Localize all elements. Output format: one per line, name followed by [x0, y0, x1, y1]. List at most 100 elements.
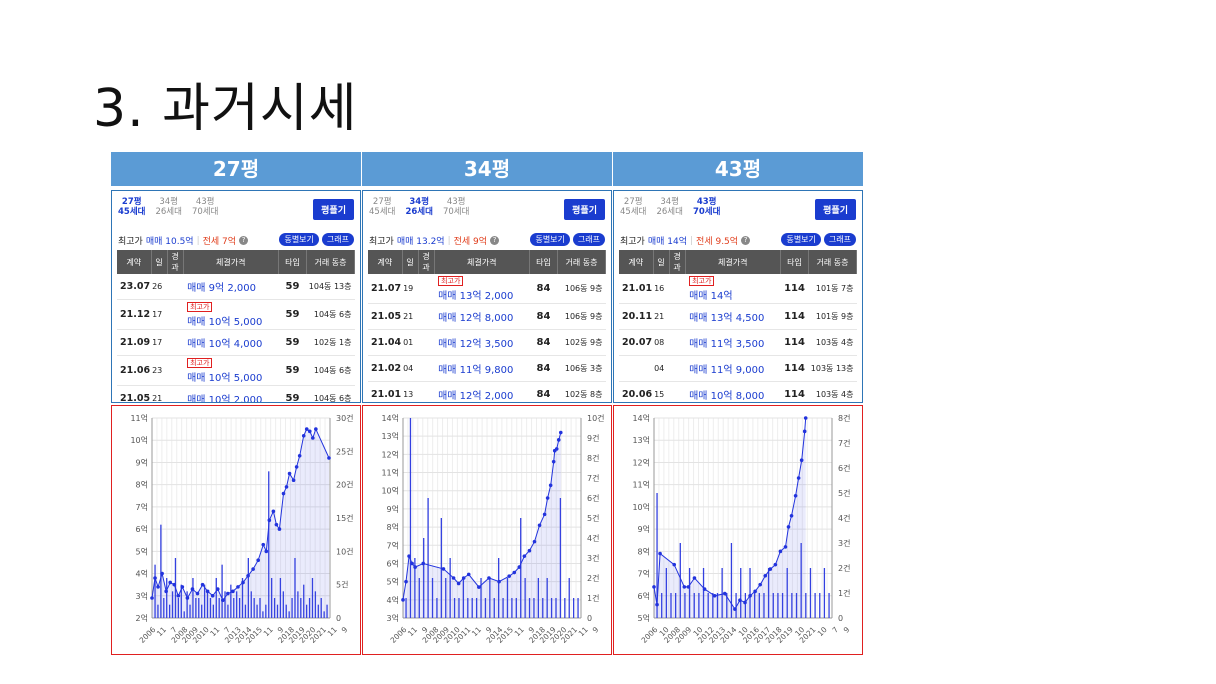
table-row[interactable]: 21.05 21 매매 10억 2,000 59 104동 6층 [117, 385, 355, 402]
price-point [241, 580, 245, 585]
contract-month: 20.07 [619, 329, 654, 356]
graph-button[interactable]: 그래프 [321, 233, 354, 246]
y-left-tick: 7억 [136, 502, 148, 512]
y-right-tick: 2건 [587, 573, 599, 583]
dong-floor-cell: 102동 9층 [557, 329, 606, 356]
x-tick: 9 [484, 625, 494, 635]
table-row[interactable]: 21.07 19 최고가 매매 13억 2,000 84 106동 9층 [368, 274, 606, 304]
y-left-tick: 5억 [638, 613, 650, 623]
view-buttons: 동별보기 그래프 [279, 233, 354, 246]
size-tab[interactable]: 34평 26세대 [656, 197, 682, 217]
help-icon[interactable]: ? [239, 236, 249, 245]
size-tab[interactable]: 27평 45세대 [620, 197, 646, 217]
size-tab[interactable]: 34평 26세대 [405, 197, 432, 217]
view-buttons: 동별보기 그래프 [781, 233, 856, 246]
volume-bar [726, 593, 728, 618]
price-point [786, 525, 791, 529]
size-tab[interactable]: 27평 45세대 [118, 197, 145, 217]
price-point [220, 598, 225, 603]
size-tabs: 27평 45세대 34평 26세대 43평 70세대 [118, 197, 218, 217]
size-tab[interactable]: 27평 45세대 [369, 197, 395, 217]
table-row[interactable]: 04 매매 11억 9,000 114 103동 13층 [619, 355, 857, 382]
table-row[interactable]: 23.07 26 매매 9억 2,000 59 104동 13층 [117, 274, 355, 300]
price-value: 매매 11억 9,800 [438, 365, 514, 376]
y-right-tick: 0 [587, 614, 592, 623]
volume-bar [276, 604, 279, 618]
table-row[interactable]: 21.02 04 매매 11억 9,800 84 106동 3층 [368, 355, 606, 382]
price-value: 매매 10억 8,000 [689, 391, 765, 402]
graph-button[interactable]: 그래프 [823, 233, 856, 246]
x-tick: 9 [842, 625, 852, 635]
size-tab-units: 26세대 [405, 207, 433, 217]
graph-button[interactable]: 그래프 [572, 233, 605, 246]
table-row[interactable]: 21.06 23 최고가 매매 10억 5,000 59 104동 6층 [117, 355, 355, 386]
size-tabs: 27평 45세대 34평 26세대 43평 70세대 [369, 197, 469, 217]
help-icon[interactable]: ? [741, 236, 751, 245]
elapsed-cell [669, 355, 686, 382]
table-row[interactable]: 21.01 13 매매 12억 2,000 84 102동 8층 [368, 381, 606, 402]
pyeong-button[interactable]: 평플기 [564, 199, 605, 220]
volume-bar [247, 558, 249, 618]
volume-bar [288, 611, 290, 618]
contract-month: 21.02 [368, 355, 403, 382]
table-header-row: 계약 일 경과 체결가격 타입 거래 동층 [117, 250, 355, 274]
table-header-row: 계약 일 경과 체결가격 타입 거래 동층 [619, 250, 857, 274]
table-row[interactable]: 21.12 17 최고가 매매 10억 5,000 59 104동 6층 [117, 299, 355, 330]
y-left-tick: 9억 [387, 504, 399, 514]
volume-bar [814, 593, 816, 618]
y-right-tick: 6건 [587, 493, 599, 503]
price-chart-svg: 5억 6억 7억 8억 9억 10억 11억 12억 13억 14억 0 1건 2건 3건 4건 5건 6건 7건… [632, 413, 852, 645]
price-point [284, 485, 289, 489]
contract-month: 20.06 [619, 381, 654, 402]
volume-bar [763, 593, 765, 618]
max-jeonse: 전세 9.5억 [696, 237, 739, 247]
size-tab[interactable]: 34평 26세대 [155, 197, 181, 217]
price-point [522, 554, 527, 558]
pyeong-button[interactable]: 평플기 [313, 199, 354, 220]
table-row[interactable]: 20.06 15 매매 10억 8,000 114 103동 4층 [619, 381, 857, 402]
max-sale: 매매 13.2억 [396, 237, 445, 247]
price-cell: 최고가 매매 14억 [685, 274, 781, 304]
contract-day: 19 [402, 274, 419, 304]
elapsed-cell [669, 329, 686, 356]
volume-bar [721, 568, 723, 618]
volume-bar [206, 591, 209, 618]
contract-day: 23 [151, 355, 168, 386]
dong-view-button[interactable]: 동별보기 [781, 233, 821, 246]
volume-bar [183, 611, 185, 618]
y-right-tick: 5건 [838, 488, 850, 498]
table-row[interactable]: 21.05 21 매매 12억 8,000 84 106동 9층 [368, 303, 606, 330]
price-point [231, 589, 235, 594]
price-point [327, 456, 331, 460]
type-cell: 114 [780, 274, 809, 304]
price-chart-svg: 3억 4억 5억 6억 7억 8억 9억 10억 11억 12억 13억 14억 0 1건 2건 3건 4건 5건… [381, 413, 604, 645]
x-tick: 2006 [389, 625, 409, 645]
table-row[interactable]: 20.07 08 매매 11억 3,500 114 103동 4층 [619, 329, 857, 356]
size-tab-label: 34평 [409, 197, 430, 207]
dong-view-button[interactable]: 동별보기 [530, 233, 570, 246]
size-tab[interactable]: 43평 70세대 [693, 197, 720, 217]
volume-bar [157, 604, 159, 618]
price-point [686, 585, 691, 589]
volume-bar [303, 584, 305, 618]
dong-floor-cell: 102동 1층 [306, 329, 355, 356]
dong-view-button[interactable]: 동별보기 [279, 233, 319, 246]
pyeong-button[interactable]: 평플기 [815, 199, 856, 220]
volume-bar [524, 578, 526, 618]
table-row[interactable]: 20.11 21 매매 13억 4,500 114 101동 9층 [619, 303, 857, 330]
size-tab[interactable]: 43평 70세대 [443, 197, 469, 217]
y-right-tick: 7건 [838, 438, 850, 448]
contract-month: 20.11 [619, 303, 654, 330]
price-line [653, 417, 807, 611]
table-row[interactable]: 21.04 01 매매 12억 3,500 84 102동 9층 [368, 329, 606, 356]
price-point [512, 570, 517, 575]
size-tab[interactable]: 43평 70세대 [192, 197, 218, 217]
help-icon[interactable]: ? [490, 236, 500, 245]
table-row[interactable]: 21.09 17 매매 10억 4,000 59 102동 1층 [117, 329, 355, 356]
table-row[interactable]: 21.01 16 최고가 매매 14억 114 101동 7층 [619, 274, 857, 304]
y-left-tick: 4억 [387, 595, 399, 605]
price-point [461, 576, 466, 580]
column-heading: 일 [402, 250, 419, 274]
x-tick: 11 [513, 625, 526, 638]
volume-bar [467, 598, 469, 618]
